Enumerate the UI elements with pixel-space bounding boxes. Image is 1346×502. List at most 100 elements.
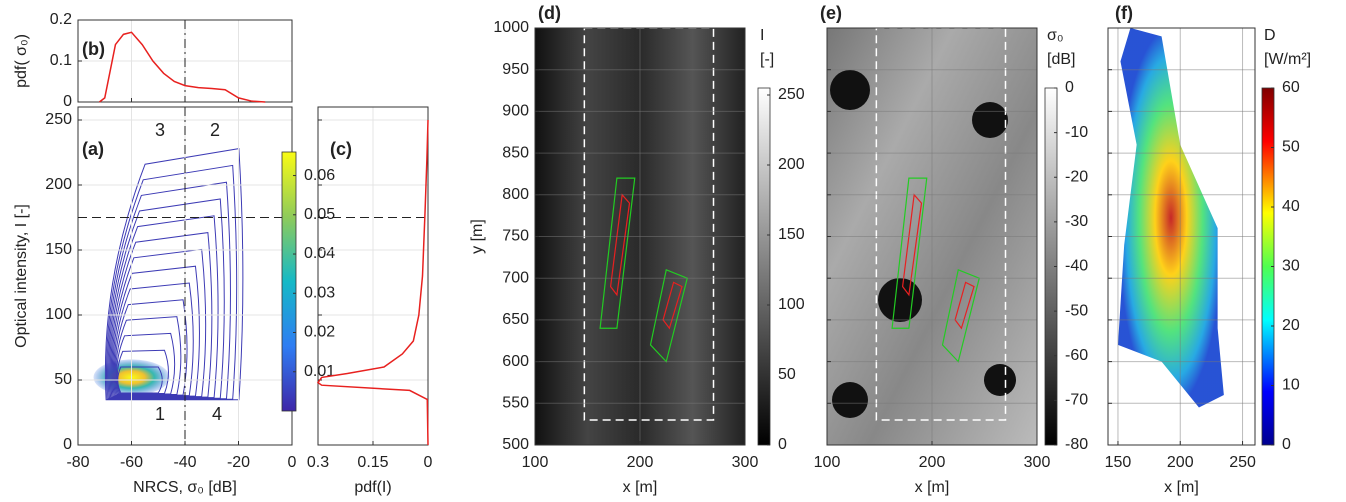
x-axis-label: x [m]	[915, 479, 950, 496]
y-tick-label: 200	[45, 176, 72, 193]
contour-lines	[93, 148, 244, 401]
x-tick-label: -80	[66, 454, 89, 471]
image-patch	[972, 102, 1008, 138]
panel-label: (d)	[538, 3, 561, 23]
y-tick-label: 600	[502, 353, 529, 370]
y-axis-label: y [m]	[469, 219, 486, 254]
y-tick-label: 750	[502, 228, 529, 245]
x-tick-label: 300	[732, 454, 759, 471]
colorbar-tick-label: -60	[1065, 347, 1088, 364]
colorbar-title: D	[1264, 27, 1276, 44]
annotation: 2	[210, 120, 220, 140]
axes-frame	[826, 27, 1038, 446]
colorbar-tick-label: 0	[1065, 79, 1074, 96]
roi-box	[875, 27, 1007, 421]
core-outline	[609, 193, 683, 330]
colorbar-tick-label: -40	[1065, 258, 1088, 275]
heat-blob	[1117, 28, 1224, 408]
y-tick-label: 550	[502, 395, 529, 412]
y-tick-label: 900	[502, 103, 529, 120]
x-tick-label: 250	[1229, 454, 1256, 471]
y-tick-label: 1000	[493, 19, 529, 36]
y-tick-label: 0	[63, 436, 72, 453]
contour-line	[116, 349, 169, 395]
colorbar-tick-label: 40	[1282, 198, 1300, 215]
annotation: 3	[155, 120, 165, 140]
y-tick-label: 0.1	[50, 52, 72, 69]
y-tick-label: 100	[45, 306, 72, 323]
x-tick-label: 0	[288, 454, 297, 471]
y-tick-label: 150	[45, 241, 72, 258]
x-tick-label: 100	[522, 454, 549, 471]
panel-label: (c)	[330, 139, 352, 159]
colorbar-tick-label: 50	[778, 366, 796, 383]
image-patch	[878, 278, 922, 322]
colorbar-tick-label: 30	[1282, 258, 1300, 275]
colorbar-tick-label: -50	[1065, 302, 1088, 319]
colorbar-tick-label: 0	[778, 436, 787, 453]
contour-line	[109, 215, 219, 399]
colorbar-title: I	[760, 27, 764, 44]
contour-line	[105, 164, 238, 400]
colorbar-tick-label: 250	[778, 86, 805, 103]
panel-label: (e)	[820, 3, 842, 23]
annotation: 1	[155, 404, 165, 424]
x-tick-label: -20	[227, 454, 250, 471]
colorbar-tick-label: 10	[1282, 377, 1300, 394]
x-tick-label: 200	[1167, 454, 1194, 471]
colorbar-tick-label: -70	[1065, 392, 1088, 409]
colorbar-tick-label: 60	[1282, 79, 1300, 96]
panel-label: (b)	[82, 39, 105, 59]
contour-line	[116, 332, 176, 395]
x-tick-label: -40	[173, 454, 196, 471]
colorbar-unit: [W/m²]	[1264, 51, 1311, 68]
y-tick-label: 0	[63, 93, 72, 110]
colorbar	[281, 151, 297, 412]
x-tick-label: 150	[1105, 454, 1132, 471]
x-tick-label: 0	[424, 454, 433, 471]
contour-line	[110, 232, 213, 398]
colorbar-tick-label: 0	[1282, 436, 1291, 453]
y-tick-label: 0.2	[50, 11, 72, 28]
annotation: 4	[212, 404, 222, 424]
contour-line	[113, 282, 194, 397]
panel-label: (f)	[1115, 3, 1133, 23]
x-tick-label: 0.3	[307, 454, 329, 471]
y-tick-label: 50	[54, 371, 72, 388]
colorbar-title: σ₀	[1047, 27, 1064, 44]
colorbar-tick-label: 0.06	[304, 167, 335, 184]
data-line	[98, 31, 266, 103]
colorbar-tick-label: 100	[778, 296, 805, 313]
y-tick-label: 250	[45, 111, 72, 128]
colorbar-tick-label: 150	[778, 226, 805, 243]
colorbar-unit: [dB]	[1047, 51, 1075, 68]
image-patch	[830, 70, 870, 110]
colorbar-tick-label: 0.03	[304, 284, 335, 301]
y-tick-label: 950	[502, 61, 529, 78]
panel-label: (a)	[82, 139, 104, 159]
colorbar-tick-label: -30	[1065, 213, 1088, 230]
x-tick-label: -60	[120, 454, 143, 471]
x-axis-label: x [m]	[623, 479, 658, 496]
colorbar-tick-label: 0.04	[304, 245, 335, 262]
x-tick-label: 0.15	[357, 454, 388, 471]
colorbar-unit: [-]	[760, 51, 774, 68]
data-line	[316, 119, 429, 446]
colorbar	[757, 87, 771, 446]
colorbar-tick-label: 20	[1282, 317, 1300, 334]
colorbar-tick-label: 0.01	[304, 363, 335, 380]
y-tick-label: 800	[502, 186, 529, 203]
contour-line	[107, 181, 231, 400]
contour-line	[111, 248, 207, 398]
colorbar-tick-label: -20	[1065, 168, 1088, 185]
axes-frame	[317, 106, 429, 446]
contour-line	[115, 316, 182, 396]
image-patch	[984, 364, 1016, 396]
colorbar-tick-label: 50	[1282, 139, 1300, 156]
core-outline	[901, 193, 975, 330]
x-tick-label: 200	[919, 454, 946, 471]
x-tick-label: 300	[1024, 454, 1051, 471]
roi-box	[583, 27, 715, 421]
contour-line	[114, 299, 188, 396]
